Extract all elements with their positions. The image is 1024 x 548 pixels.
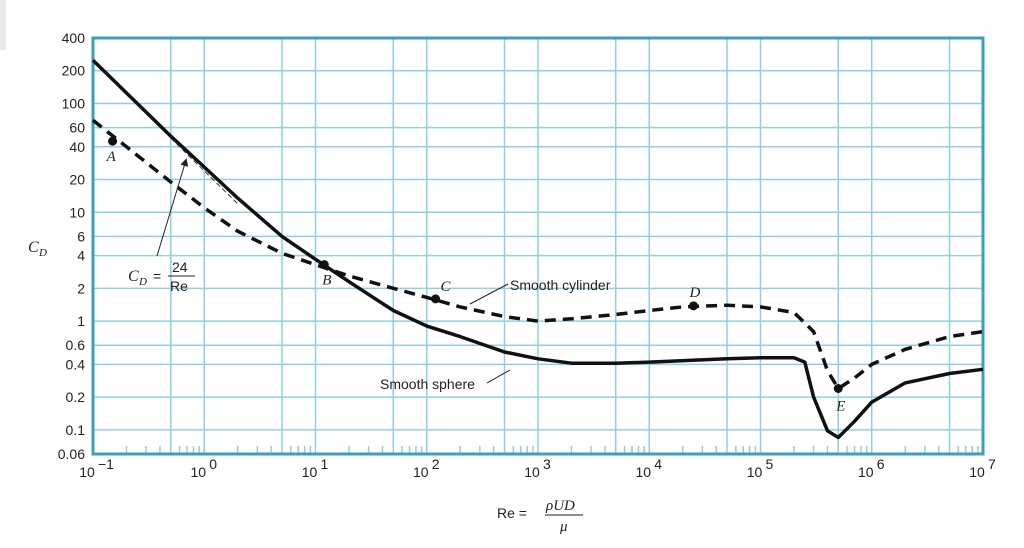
smooth-cylinder-label: Smooth cylinder xyxy=(510,277,611,293)
smooth-cylinder-series-line xyxy=(91,118,984,391)
y-axis-label: C xyxy=(28,239,39,256)
marker-point-a xyxy=(108,136,118,146)
x-tick-label: 10 1 xyxy=(302,456,329,480)
x-tick-exponent: 7 xyxy=(988,456,996,472)
marker-label-b: B xyxy=(322,273,331,289)
marker-label-c: C xyxy=(441,279,452,295)
grid-lines xyxy=(92,37,984,455)
x-tick-exponent: 3 xyxy=(543,456,551,472)
point-markers: AB C DE xyxy=(106,136,845,415)
stokes-cd-subscript: D xyxy=(138,276,147,288)
y-tick-label: 0.1 xyxy=(66,422,86,438)
sphere-leader-line xyxy=(486,369,511,384)
x-tick-base: 10 xyxy=(524,464,540,480)
x-tick-label: 10 7 xyxy=(969,456,996,480)
y-tick-label: 4 xyxy=(77,248,85,264)
x-tick-exponent: 4 xyxy=(654,456,662,472)
stokes-denominator: Re xyxy=(170,278,188,294)
y-tick-label: 0.2 xyxy=(66,389,86,405)
x-tick-label: 10 2 xyxy=(413,456,440,480)
x-tick-base: 10 xyxy=(635,464,651,480)
x-tick-label: 10 −1 xyxy=(79,456,114,480)
y-tick-label: 0.4 xyxy=(66,356,86,372)
x-tick-base: 10 xyxy=(79,464,95,480)
marker-point-e xyxy=(833,384,843,394)
y-tick-label: 6 xyxy=(77,228,85,244)
smooth-sphere-series-line xyxy=(91,58,984,440)
marker-point-d xyxy=(689,301,699,311)
x-tick-label: 10 4 xyxy=(635,456,662,480)
y-tick-label: 100 xyxy=(62,95,86,111)
stokes-leader-arrow xyxy=(156,158,189,257)
stokes-equals: = xyxy=(153,268,161,284)
series-lines xyxy=(91,58,984,440)
marker-point-b xyxy=(319,260,329,270)
y-tick-label: 10 xyxy=(69,204,85,220)
x-tick-label: 10 5 xyxy=(747,456,774,480)
x-tick-exponent: 5 xyxy=(766,456,774,472)
y-tick-label: 20 xyxy=(69,172,85,188)
y-tick-label: 0.6 xyxy=(66,337,86,353)
marker-label-e: E xyxy=(835,399,845,415)
window-edge-strip xyxy=(0,0,6,50)
x-tick-base: 10 xyxy=(190,464,206,480)
x-tick-base: 10 xyxy=(413,464,429,480)
y-tick-labels: 400 200 100 60 40 20 10 6 4 2 1 0.6 0.4 0.2 0.1 0.06 xyxy=(58,30,85,462)
x-tick-exponent: 0 xyxy=(209,456,217,472)
x-axis-label-numerator: ρUD xyxy=(545,498,575,514)
marker-point-c xyxy=(431,294,441,304)
marker-label-d: D xyxy=(689,285,701,301)
y-tick-label: 400 xyxy=(62,30,86,46)
x-tick-base: 10 xyxy=(747,464,763,480)
smooth-sphere-label: Smooth sphere xyxy=(380,376,475,392)
x-tick-label: 10 6 xyxy=(858,456,885,480)
x-tick-base: 10 xyxy=(969,464,985,480)
y-tick-label: 200 xyxy=(62,63,86,79)
x-tick-labels: 10 −1 10 0 10 1 10 2 10 3 10 4 10 5 10 6 10 7 xyxy=(79,456,996,480)
plot-frame xyxy=(91,36,985,456)
y-tick-label: 60 xyxy=(69,120,85,136)
y-tick-label: 0.06 xyxy=(58,446,85,462)
x-tick-exponent: −1 xyxy=(98,456,114,472)
x-tick-exponent: 2 xyxy=(432,456,440,472)
stokes-cd-symbol: C xyxy=(128,268,139,285)
annotations: Smooth cylinder Smooth sphere C D = 24 R… xyxy=(28,158,611,535)
x-axis-label-denominator: μ xyxy=(559,519,568,535)
x-tick-exponent: 6 xyxy=(877,456,885,472)
x-tick-label: 10 0 xyxy=(190,456,217,480)
y-axis-label-subscript: D xyxy=(38,247,47,259)
stokes-numerator: 24 xyxy=(172,259,188,275)
x-tick-base: 10 xyxy=(302,464,318,480)
cylinder-leader-line xyxy=(469,283,509,305)
x-tick-label: 10 3 xyxy=(524,456,551,480)
y-tick-label: 40 xyxy=(69,139,85,155)
y-tick-label: 1 xyxy=(77,313,85,329)
x-tick-exponent: 1 xyxy=(321,456,329,472)
marker-label-a: A xyxy=(106,149,117,165)
x-tick-base: 10 xyxy=(858,464,874,480)
x-axis-label-re: Re = xyxy=(497,505,527,521)
y-tick-label: 2 xyxy=(77,280,85,296)
